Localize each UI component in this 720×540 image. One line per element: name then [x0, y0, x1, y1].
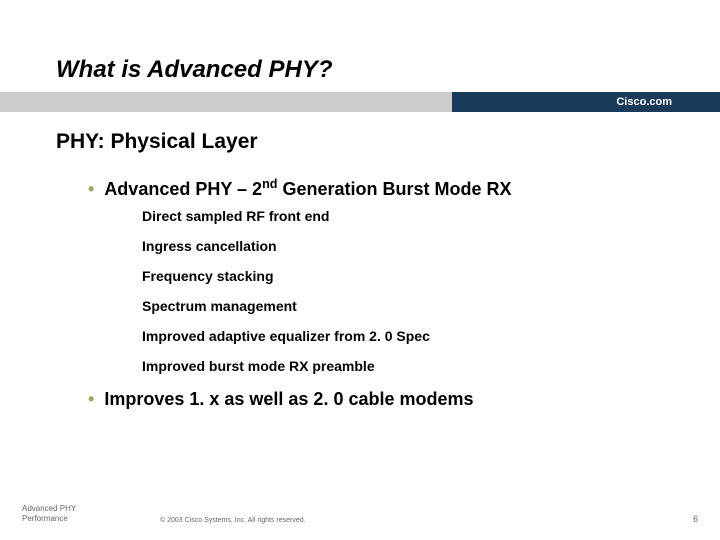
bullet-text-sup: nd: [262, 177, 277, 191]
slide-subtitle: PHY: Physical Layer: [56, 130, 258, 154]
sub-bullet-item: Improved adaptive equalizer from 2. 0 Sp…: [142, 328, 668, 344]
slide-title: What is Advanced PHY?: [56, 56, 333, 84]
footer-copyright: © 2003 Cisco Systems, Inc. All rights re…: [160, 517, 306, 524]
bar-segment-gray: [0, 92, 452, 112]
sub-bullet-item: Direct sampled RF front end: [142, 208, 668, 224]
bullet-text-post: Generation Burst Mode RX: [277, 179, 511, 199]
bullet-dot-icon: •: [88, 178, 94, 200]
bullet-text: Improves 1. x as well as 2. 0 cable mode…: [104, 388, 473, 410]
sub-bullet-item: Improved burst mode RX preamble: [142, 358, 668, 374]
brand-label: Cisco.com: [616, 96, 672, 108]
footer-page-number: 6: [693, 514, 698, 524]
footer-tag-line2: Performance: [22, 514, 76, 524]
bullet-dot-icon: •: [88, 388, 94, 410]
bar-segment-navy: Cisco.com: [452, 92, 720, 112]
sub-bullet-list: Direct sampled RF front end Ingress canc…: [142, 208, 668, 374]
footer-tag: Advanced PHY Performance: [22, 504, 76, 524]
sub-bullet-item: Frequency stacking: [142, 268, 668, 284]
header-divider-bar: Cisco.com: [0, 92, 720, 112]
bullet-text-pre: Advanced PHY – 2: [104, 179, 262, 199]
sub-bullet-item: Ingress cancellation: [142, 238, 668, 254]
footer-tag-line1: Advanced PHY: [22, 504, 76, 514]
bullet-list: • Advanced PHY – 2nd Generation Burst Mo…: [88, 178, 668, 418]
bullet-item: • Advanced PHY – 2nd Generation Burst Mo…: [88, 178, 668, 200]
sub-bullet-item: Spectrum management: [142, 298, 668, 314]
bullet-text-pre: Improves 1. x as well as 2. 0 cable mode…: [104, 389, 473, 409]
bullet-item: • Improves 1. x as well as 2. 0 cable mo…: [88, 388, 668, 410]
bullet-text: Advanced PHY – 2nd Generation Burst Mode…: [104, 178, 511, 200]
